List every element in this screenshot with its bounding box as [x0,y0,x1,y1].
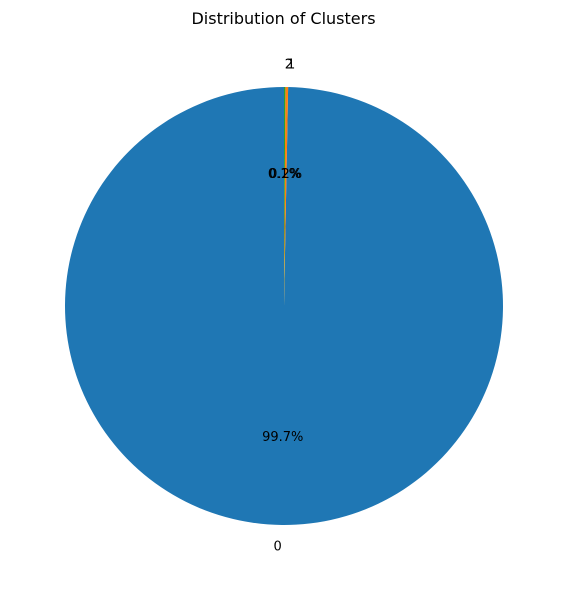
pie-slice-0 [64,87,503,526]
pie-slice-2 [284,87,286,306]
pie-slices [64,87,503,526]
pie-slice-1 [284,87,289,306]
slice-label-1: 1 [287,58,295,73]
percent-label-1: 0.2% [269,167,302,182]
percent-label-0: 99.7% [262,430,303,445]
percent-label-2: 0.1% [268,167,301,182]
slice-label-2: 2 [285,58,293,73]
chart-title: Distribution of Clusters [191,9,375,28]
pie-labels: 0 99.7% 1 0.2% 2 0.1% [262,58,303,555]
slice-label-0: 0 [273,539,281,554]
